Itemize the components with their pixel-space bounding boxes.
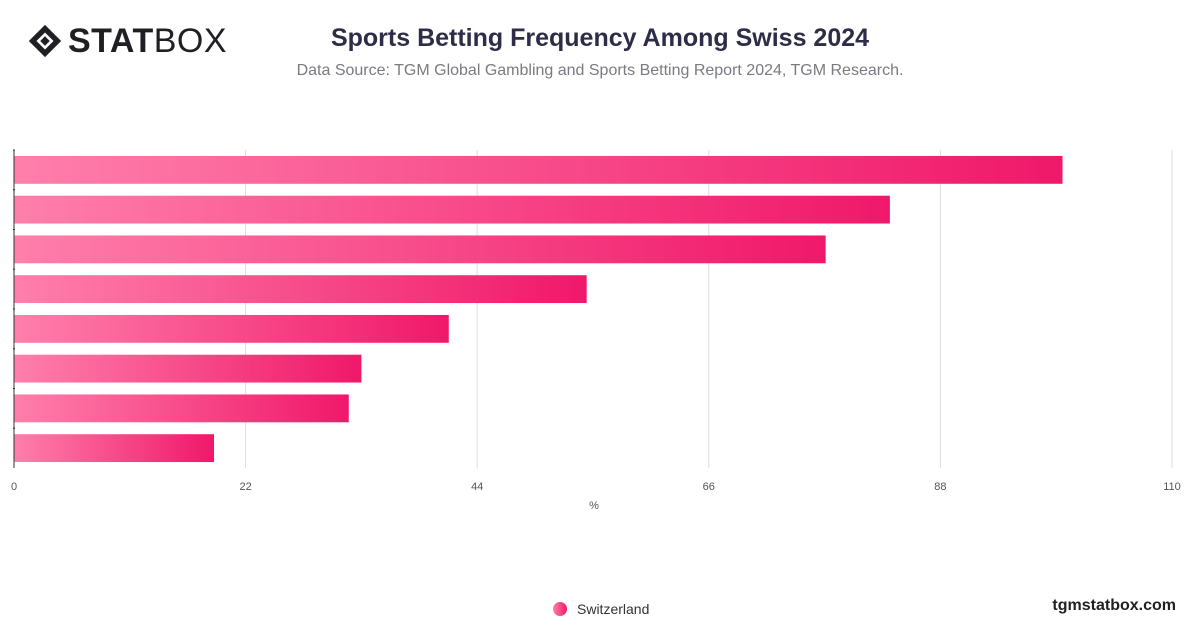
x-tick-label: 88 bbox=[934, 481, 946, 493]
bar[interactable] bbox=[14, 195, 890, 224]
chart-title: Sports Betting Frequency Among Swiss 202… bbox=[330, 24, 870, 52]
legend[interactable]: Switzerland bbox=[553, 601, 649, 617]
site-url: tgmstatbox.com bbox=[1052, 597, 1176, 614]
x-axis-label: % bbox=[589, 500, 599, 512]
x-tick-label: 44 bbox=[471, 481, 483, 493]
bar[interactable] bbox=[14, 275, 587, 304]
logo-text: STATBOX bbox=[68, 24, 227, 58]
x-tick-label: 66 bbox=[703, 481, 715, 493]
bar[interactable] bbox=[14, 434, 215, 463]
bar[interactable] bbox=[14, 314, 449, 343]
x-tick-label: 110 bbox=[1163, 481, 1181, 493]
x-tick-label: 0 bbox=[11, 481, 17, 493]
logo-text-bold: STAT bbox=[68, 22, 154, 60]
chart-subtitle: Data Source: TGM Global Gambling and Spo… bbox=[296, 62, 904, 79]
logo-text-regular: BOX bbox=[153, 22, 228, 60]
logo: STATBOX bbox=[26, 22, 227, 60]
bar[interactable] bbox=[14, 235, 826, 264]
bar[interactable] bbox=[14, 155, 1063, 184]
legend-swatch bbox=[553, 602, 567, 616]
bar[interactable] bbox=[14, 394, 349, 423]
legend-label: Switzerland bbox=[577, 601, 650, 617]
bar[interactable] bbox=[14, 354, 362, 383]
statbox-logo-icon bbox=[28, 24, 62, 58]
x-tick-label: 22 bbox=[239, 481, 251, 493]
